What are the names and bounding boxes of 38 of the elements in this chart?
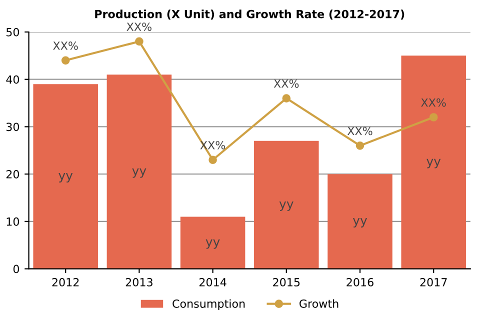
point — [282, 94, 291, 102]
data-label: yy — [132, 168, 146, 178]
data-label: XX% — [274, 79, 299, 88]
x-tick-label: 2012 — [52, 278, 79, 286]
point — [429, 113, 438, 122]
bar — [180, 216, 246, 269]
x-tick-label: 2015 — [273, 278, 300, 286]
data-label: XX% — [347, 126, 372, 136]
data-label: yy — [352, 218, 368, 228]
bar — [401, 56, 466, 269]
x-tick-label: 2014 — [199, 278, 226, 286]
y-tick-label: 0 — [13, 264, 20, 274]
data-label: yy — [206, 239, 220, 249]
data-label: yy — [279, 201, 294, 211]
bar — [254, 140, 319, 269]
data-label: yy — [426, 158, 441, 168]
data-label: yy — [58, 173, 73, 182]
point — [135, 37, 144, 46]
bar — [33, 84, 98, 269]
y-tick-label: 50 — [6, 28, 20, 36]
chart-title: Production (X Unit) and Growth Rate (2012-2017) — [95, 10, 404, 20]
point — [356, 141, 364, 150]
data-label: XX% — [421, 98, 446, 107]
y-tick-label: 30 — [6, 122, 20, 132]
legend-label: Consumption — [172, 299, 245, 310]
data-label: XX% — [53, 42, 78, 50]
bar — [328, 174, 392, 269]
point — [208, 156, 217, 164]
y-tick-label: 10 — [6, 217, 20, 226]
point — [61, 56, 70, 65]
x-tick-label: 2016 — [346, 278, 374, 286]
x-tick-label: 2017 — [420, 278, 447, 286]
data-label: XX% — [126, 22, 152, 31]
legend-label: Growth — [300, 299, 338, 308]
bar — [106, 74, 172, 269]
x-tick-label: 2013 — [126, 278, 152, 286]
y-tick-label: 20 — [6, 170, 20, 178]
y-tick-label: 40 — [6, 75, 20, 84]
